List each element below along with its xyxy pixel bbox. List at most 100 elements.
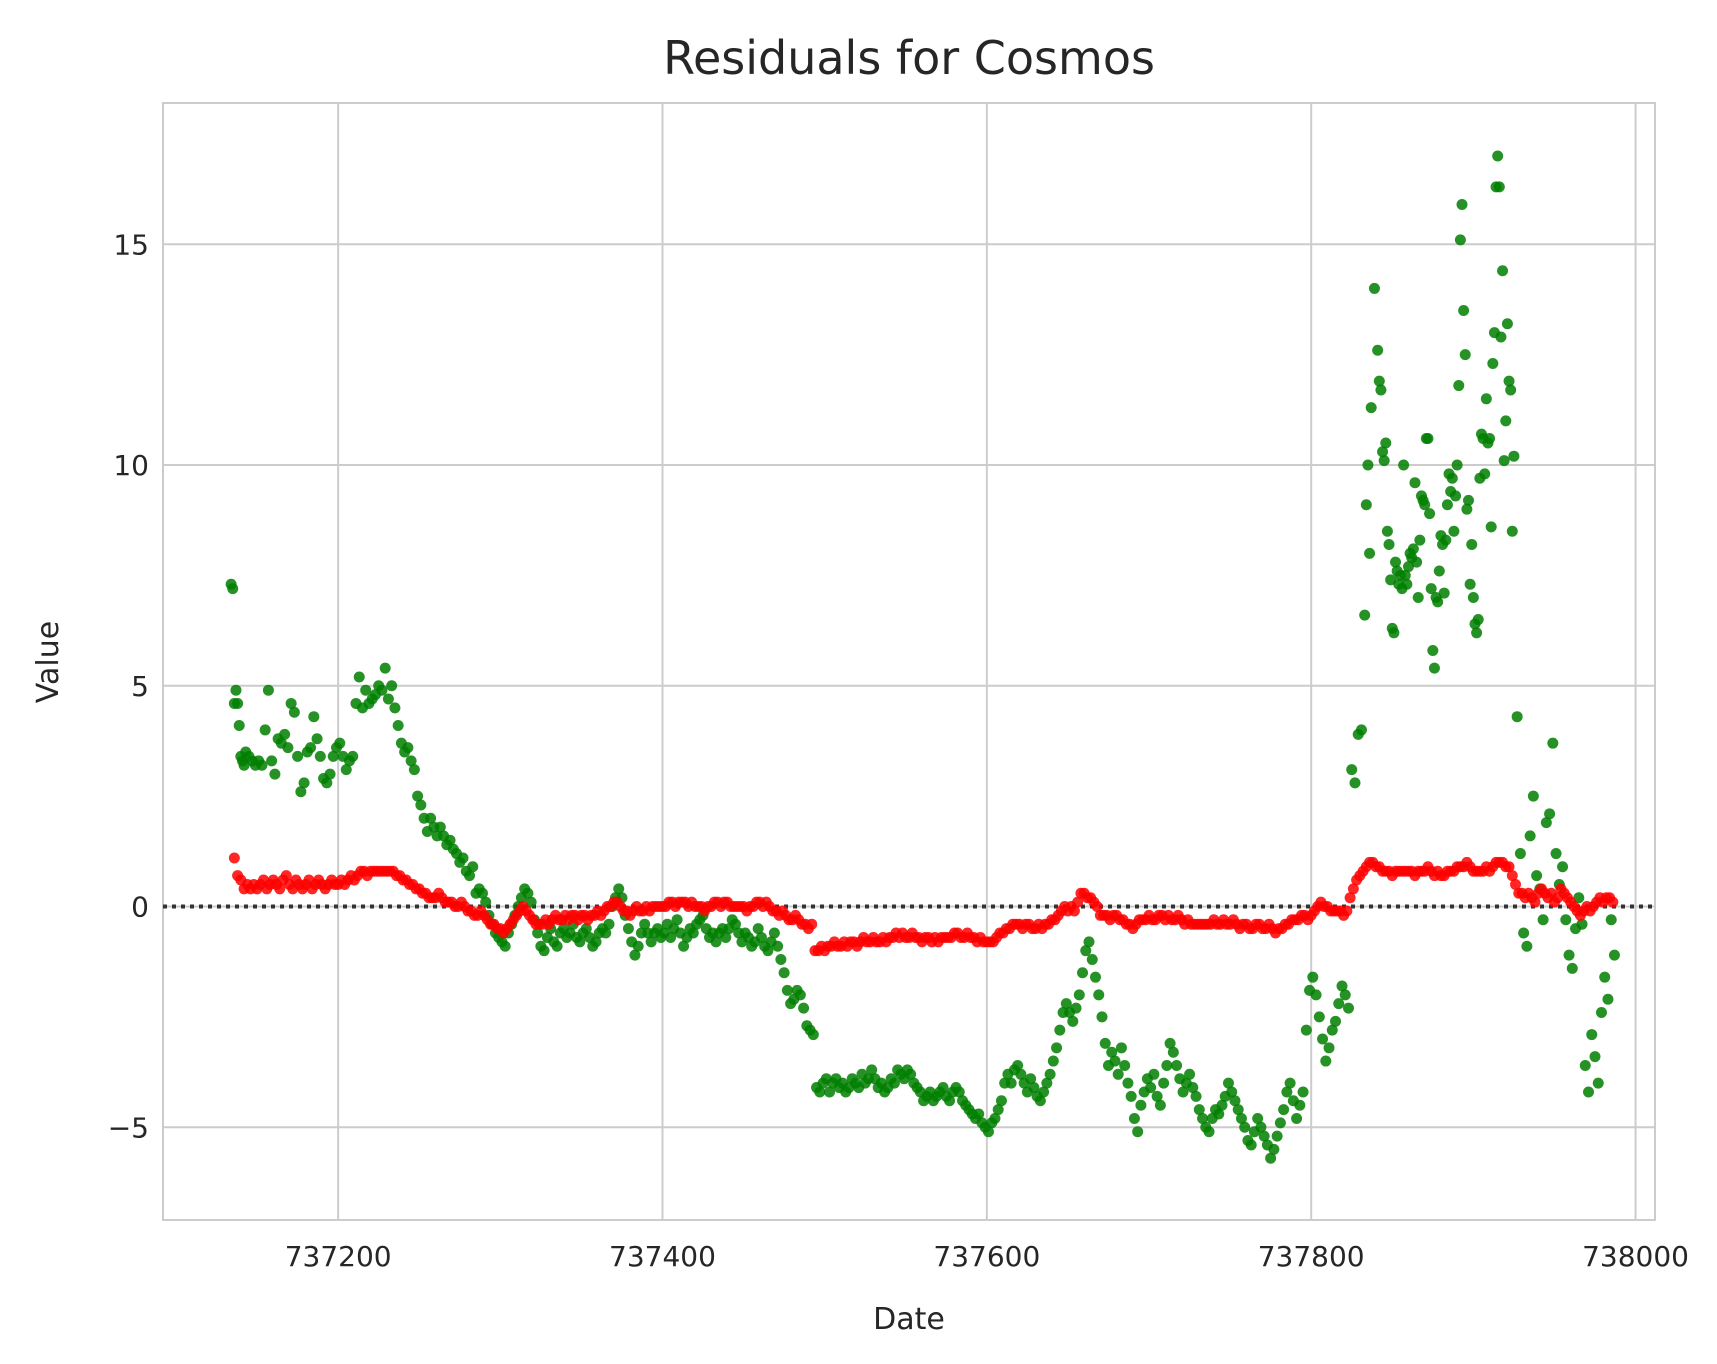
data-point xyxy=(1072,896,1084,908)
data-point xyxy=(1521,940,1533,952)
data-point xyxy=(467,861,479,873)
data-point xyxy=(580,923,592,935)
data-point xyxy=(1341,905,1353,917)
data-point xyxy=(1428,662,1440,674)
data-point xyxy=(1527,790,1539,802)
data-point xyxy=(1372,344,1384,356)
data-point xyxy=(1258,1130,1270,1142)
data-point xyxy=(1349,777,1361,789)
data-point xyxy=(1529,896,1541,908)
data-point xyxy=(1495,331,1507,343)
data-point xyxy=(600,927,612,939)
data-point xyxy=(1362,459,1374,471)
data-point xyxy=(1510,878,1522,890)
data-point xyxy=(1222,1077,1234,1089)
data-point xyxy=(1458,305,1470,317)
data-point xyxy=(1544,808,1556,820)
chart-title: Residuals for Cosmos xyxy=(663,31,1155,85)
data-point xyxy=(538,945,550,957)
data-point xyxy=(953,1086,965,1098)
data-point xyxy=(632,940,644,952)
data-point xyxy=(1360,499,1372,511)
data-point xyxy=(532,927,544,939)
y-tick-label: 5 xyxy=(131,670,149,703)
data-point xyxy=(324,768,336,780)
data-point xyxy=(995,1095,1007,1107)
data-point xyxy=(1135,1099,1147,1111)
data-point xyxy=(1070,1002,1082,1014)
data-point xyxy=(1347,883,1359,895)
data-point xyxy=(1067,1015,1079,1027)
y-tick-label: 15 xyxy=(113,228,149,261)
data-point xyxy=(1518,927,1530,939)
data-point xyxy=(1271,1130,1283,1142)
data-point xyxy=(457,852,469,864)
data-point xyxy=(340,764,352,776)
data-point xyxy=(1226,1086,1238,1098)
data-point xyxy=(282,742,294,754)
data-point xyxy=(866,1064,878,1076)
data-point xyxy=(1122,1077,1134,1089)
data-point xyxy=(1540,817,1552,829)
data-point xyxy=(1086,954,1098,966)
data-point xyxy=(1158,1077,1170,1089)
data-point xyxy=(1213,1108,1225,1120)
data-point xyxy=(687,927,699,939)
data-point xyxy=(1096,1011,1108,1023)
data-point xyxy=(279,728,291,740)
data-point xyxy=(1112,1068,1124,1080)
data-point xyxy=(665,931,677,943)
data-point xyxy=(1514,848,1526,860)
data-point xyxy=(1573,892,1585,904)
data-point xyxy=(1461,503,1473,515)
data-point xyxy=(905,1068,917,1080)
data-point xyxy=(1291,1112,1303,1124)
data-point xyxy=(1235,1112,1247,1124)
plot-area xyxy=(162,102,1656,1221)
data-point xyxy=(1197,1112,1209,1124)
data-point xyxy=(1323,1042,1335,1054)
data-point xyxy=(781,984,793,996)
y-tick-label: 10 xyxy=(113,449,149,482)
data-point xyxy=(1506,870,1518,882)
data-point xyxy=(1602,993,1614,1005)
x-axis-label: Date xyxy=(873,1302,945,1337)
data-point xyxy=(1239,1121,1251,1133)
data-point xyxy=(1586,1029,1598,1041)
data-point xyxy=(989,1112,1001,1124)
data-point xyxy=(1456,199,1468,211)
data-point xyxy=(1607,896,1619,908)
data-point xyxy=(1524,830,1536,842)
data-point xyxy=(1373,375,1385,387)
data-point xyxy=(1583,1086,1595,1098)
data-point xyxy=(1177,1086,1189,1098)
data-point xyxy=(768,927,780,939)
data-point xyxy=(992,1104,1004,1116)
data-point xyxy=(603,918,615,930)
data-point xyxy=(1424,508,1436,520)
data-point xyxy=(752,923,764,935)
data-point xyxy=(1440,534,1452,546)
data-point xyxy=(402,742,414,754)
data-point xyxy=(1005,1077,1017,1089)
data-point xyxy=(228,852,240,864)
data-point xyxy=(227,583,239,595)
data-point xyxy=(1409,477,1421,489)
data-point xyxy=(1265,1152,1277,1164)
data-point xyxy=(1438,587,1450,599)
data-point xyxy=(1398,459,1410,471)
data-point xyxy=(720,931,732,943)
y-tick-label: 0 xyxy=(131,891,149,924)
data-point xyxy=(379,662,391,674)
data-point xyxy=(1099,1037,1111,1049)
x-tick-labels: 737200 737400 737600 737800 738000 xyxy=(285,1240,1689,1273)
data-point xyxy=(1193,1104,1205,1116)
data-point xyxy=(1378,455,1390,467)
data-point xyxy=(1414,534,1426,546)
data-point xyxy=(1464,578,1476,590)
data-point xyxy=(1412,591,1424,603)
data-point xyxy=(1034,1095,1046,1107)
data-point xyxy=(327,750,339,762)
data-point xyxy=(1326,1024,1338,1036)
